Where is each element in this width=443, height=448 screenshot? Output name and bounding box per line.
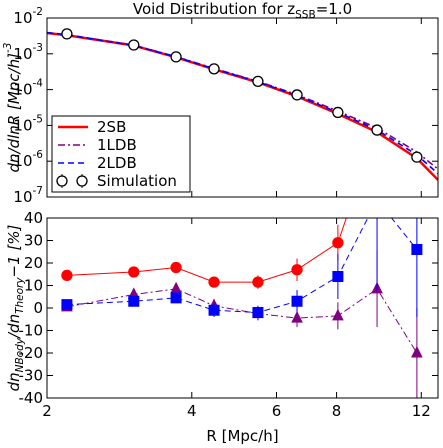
marker: [291, 311, 303, 323]
y-tick-label: 10-7: [13, 185, 43, 206]
y-tick-label: -40: [19, 389, 44, 407]
marker: [61, 269, 73, 282]
legend-label: 2LDB: [97, 154, 137, 172]
y-tick-label: 10-3: [13, 42, 43, 63]
marker: [252, 276, 264, 288]
marker: [61, 28, 73, 40]
marker: [61, 299, 73, 311]
legend-box: [51, 115, 191, 193]
series-line: [47, 31, 438, 175]
marker: [332, 271, 344, 282]
x-tick-label: 6: [272, 402, 282, 420]
marker: [291, 295, 303, 307]
marker: [170, 261, 182, 274]
marker: [371, 124, 383, 136]
x-tick-label: 2: [42, 402, 52, 420]
plot-frame: [46, 17, 439, 198]
legend-label: 1LDB: [97, 136, 137, 154]
y-tick-label: 30: [24, 231, 43, 249]
marker: [291, 89, 303, 101]
marker: [332, 308, 344, 321]
marker: [332, 237, 344, 249]
marker: [411, 151, 423, 163]
x-tick-label: 4: [187, 402, 197, 420]
y-axis-label: dn/dlnR [Mpc/h]-3: [2, 43, 23, 173]
y-tick-label: -30: [19, 366, 44, 384]
marker: [332, 106, 344, 119]
y-tick-label: -20: [19, 344, 44, 362]
y-tick-label: 10: [24, 276, 43, 294]
y-tick-label: 10-6: [13, 149, 43, 170]
y-tick-label: -10: [19, 321, 44, 339]
series-group: [61, 218, 423, 398]
marker: [208, 276, 220, 288]
marker: [208, 304, 220, 316]
y-tick-label: 0: [33, 299, 43, 317]
marker: [411, 345, 423, 358]
marker: [128, 295, 140, 307]
x-axis-label: R [Mpc/h]: [206, 427, 278, 445]
marker: [208, 63, 220, 75]
marker: [170, 51, 182, 63]
y-tick-label: 20: [24, 254, 43, 272]
y-tick-label: 10-5: [13, 113, 43, 133]
series-group: [47, 28, 438, 181]
marker: [411, 244, 423, 255]
legend-circle: [76, 175, 88, 187]
marker: [252, 307, 264, 318]
marker: [170, 292, 182, 304]
legend-label: 2SB: [97, 118, 126, 136]
legend-marker: [56, 174, 88, 188]
marker: [128, 39, 140, 51]
plot-area: [47, 218, 438, 398]
plot-frame: [46, 217, 439, 399]
x-tick-label: 12: [412, 402, 431, 420]
marker: [252, 75, 264, 87]
y-tick-label: 10-2: [13, 6, 43, 27]
y-tick-label: 40: [24, 209, 43, 227]
marker: [128, 266, 140, 278]
marker: [291, 264, 303, 276]
legend-circle: [56, 175, 68, 187]
x-tick-label: 8: [332, 402, 342, 420]
legend-label: Simulation: [97, 172, 177, 190]
y-axis-label: dnNBody/dnTheory−1 [%]: [5, 224, 27, 391]
y-tick-label: 10-4: [13, 78, 43, 99]
